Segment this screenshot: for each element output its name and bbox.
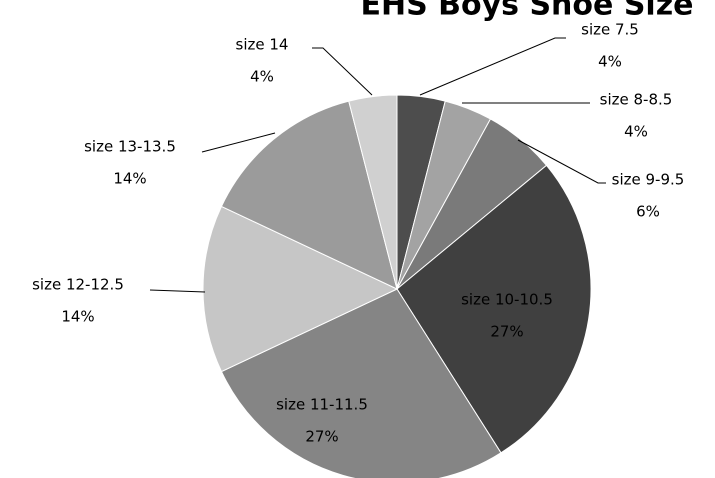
slice-value-label: 14% [61,308,94,326]
pie-slice [202,205,399,373]
slice-value-label: 4% [598,53,622,71]
leader-line [149,289,206,293]
slice-label: size 9-9.5 [612,171,685,189]
slice-label: size 10-10.5 [461,291,553,309]
pie-slice [396,164,592,454]
slice-label: size 8-8.5 [600,91,673,109]
pie-slice [348,94,398,290]
chart-title: EHS Boys Shoe Size [360,0,693,23]
slice-label: size 7.5 [581,21,639,39]
pie-slice [220,100,398,290]
slice-value-label: 27% [305,428,338,446]
leader-line [419,37,566,96]
pie-slice [220,288,502,478]
leader-line [312,47,373,96]
slice-label: size 11-11.5 [276,396,368,414]
slice-label: size 14 [236,36,289,54]
slice-label: size 12-12.5 [32,276,124,294]
leader-line [201,132,276,153]
slice-value-label: 14% [113,170,146,188]
slice-label: size 13-13.5 [84,138,176,156]
slice-value-label: 4% [624,123,648,141]
slice-value-label: 6% [636,203,660,221]
slice-value-label: 4% [250,68,274,86]
slice-value-label: 27% [490,323,523,341]
leader-line [517,139,606,184]
